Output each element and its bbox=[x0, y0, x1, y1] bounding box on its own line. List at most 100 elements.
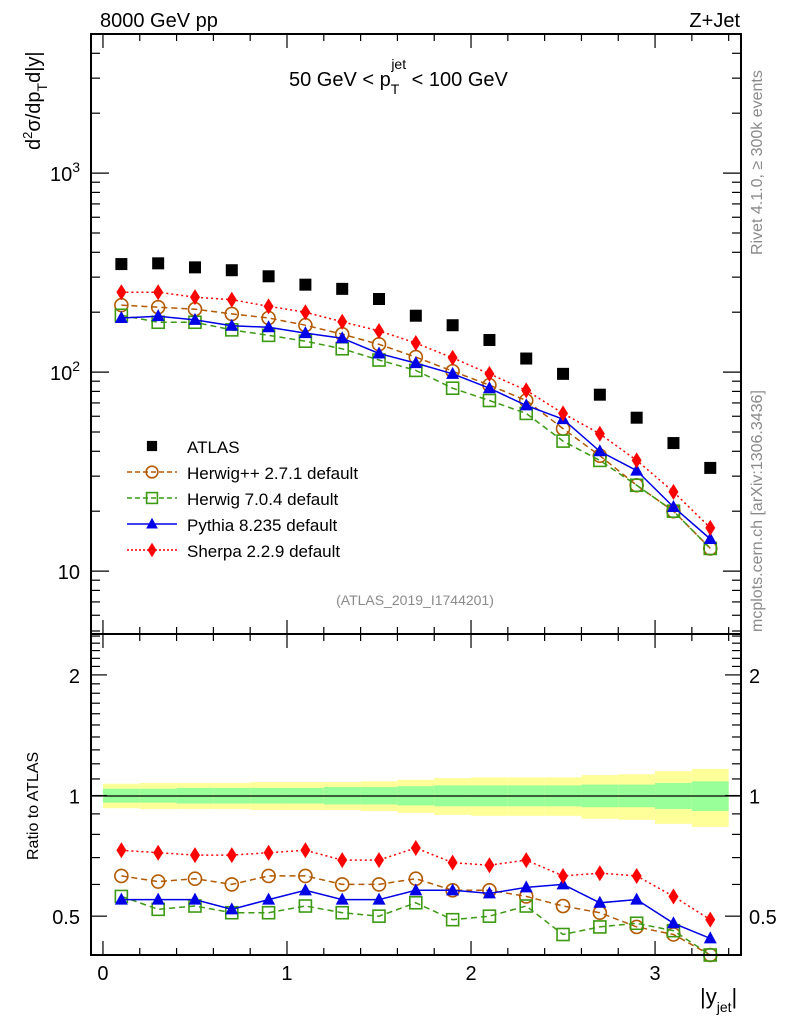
ratio-frame bbox=[90, 633, 742, 956]
legend-marker bbox=[146, 440, 158, 452]
svg-text:d2σ/dpTd|y|: d2σ/dpTd|y| bbox=[20, 51, 50, 150]
ratio-y-tick-label-right: 0.5 bbox=[749, 907, 777, 929]
legend: ATLAS Herwig++ 2.7.1 default Herwig 7.0.4 … bbox=[127, 438, 358, 561]
main-point-sherpa-2-2-9-default bbox=[705, 519, 716, 536]
main-point-atlas bbox=[225, 264, 238, 277]
main-point-atlas bbox=[557, 367, 570, 380]
main-point-sherpa-2-2-9-default bbox=[668, 483, 679, 500]
legend-item: Herwig 7.0.4 default bbox=[127, 490, 338, 509]
ratio-point-pythia-8-235-default bbox=[151, 892, 165, 905]
main-point-sherpa-2-2-9-default bbox=[337, 313, 348, 330]
ratio-point-pythia-8-235-default bbox=[298, 883, 312, 896]
ratio-point-sherpa-2-2-9-default bbox=[668, 888, 679, 905]
main-point-pythia-8-235-default bbox=[298, 326, 312, 339]
title-suffix: < 100 GeV bbox=[406, 69, 508, 91]
ratio-series bbox=[114, 839, 718, 963]
ratio-point-herwig-2-7-1-default bbox=[555, 898, 571, 914]
main-point-atlas bbox=[336, 282, 349, 295]
main-point-sherpa-2-2-9-default bbox=[484, 365, 495, 382]
main-point-pythia-8-235-default bbox=[151, 309, 165, 322]
ratio-point-pythia-8-235-default bbox=[114, 892, 128, 905]
ratio-point-pythia-8-235-default bbox=[188, 892, 202, 905]
ratio-point-sherpa-2-2-9-default bbox=[447, 854, 458, 871]
energy-label: 8000 GeV pp bbox=[100, 10, 218, 32]
rivet-label: Rivet 4.1.0, ≥ 300k events bbox=[749, 70, 766, 255]
ratio-point-pythia-8-235-default bbox=[666, 916, 680, 929]
ratio-line-sherpa-2-2-9-default bbox=[121, 847, 711, 921]
main-title: 50 GeV < pTjet < 100 GeV bbox=[289, 56, 509, 97]
ratio-point-pythia-8-235-default bbox=[593, 895, 607, 908]
x-tick-label: 0 bbox=[97, 963, 108, 985]
x-tick-label: 3 bbox=[649, 963, 660, 985]
x-tick-label: 1 bbox=[281, 963, 292, 985]
ratio-point-sherpa-2-2-9-default bbox=[374, 852, 385, 869]
ratio-point-pythia-8-235-default bbox=[225, 902, 239, 915]
title-prefix: 50 GeV < p bbox=[289, 69, 391, 91]
ratio-point-sherpa-2-2-9-default bbox=[337, 852, 348, 869]
ratio-point-herwig-7-0-4-default bbox=[556, 927, 570, 942]
legend-item: Pythia 8.235 default bbox=[127, 516, 338, 535]
main-point-sherpa-2-2-9-default bbox=[631, 452, 642, 469]
main-point-atlas bbox=[152, 257, 165, 270]
main-y-tick-label: 103 bbox=[50, 159, 80, 186]
ratio-uncertainty-bands bbox=[102, 768, 729, 827]
title-sub: T bbox=[391, 81, 400, 97]
ratio-point-sherpa-2-2-9-default bbox=[410, 839, 421, 856]
main-point-sherpa-2-2-9-default bbox=[447, 349, 458, 366]
ratio-point-sherpa-2-2-9-default bbox=[116, 842, 127, 859]
main-point-pythia-8-235-default bbox=[114, 311, 128, 324]
main-point-herwig-7-0-4-default bbox=[445, 381, 460, 396]
ratio-point-herwig-2-7-1-default bbox=[371, 877, 387, 892]
legend-label: Herwig++ 2.7.1 default bbox=[187, 464, 358, 483]
svg-text:50 GeV < pTjet < 100 GeV: 50 GeV < pTjet < 100 GeV bbox=[289, 56, 509, 97]
ratio-point-herwig-2-7-1-default bbox=[187, 871, 203, 887]
ratio-point-pythia-8-235-default bbox=[519, 880, 533, 893]
main-point-sherpa-2-2-9-default bbox=[594, 425, 605, 442]
main-ylabel: d2σ/dpTd|y| bbox=[20, 51, 50, 150]
legend-item: ATLAS bbox=[146, 438, 240, 457]
main-point-sherpa-2-2-9-default bbox=[116, 284, 127, 301]
legend-item: Herwig++ 2.7.1 default bbox=[127, 464, 358, 483]
ratio-line-herwig-7-0-4-default bbox=[121, 895, 711, 956]
ratio-y-tick-label-left: 2 bbox=[69, 666, 80, 688]
ratio-point-pythia-8-235-default bbox=[446, 883, 460, 896]
main-series bbox=[114, 257, 718, 556]
main-point-atlas bbox=[299, 278, 312, 291]
main-point-sherpa-2-2-9-default bbox=[263, 298, 274, 315]
ratio-point-herwig-7-0-4-default bbox=[482, 909, 497, 923]
ratio-y-tick-label-left: 1 bbox=[69, 787, 80, 809]
tick-labels: 10 102 103 0.5 0.5 1 1 2 2 0 1 2 3 bbox=[50, 159, 777, 985]
ratio-point-herwig-2-7-1-default bbox=[298, 868, 313, 884]
ratio-point-sherpa-2-2-9-default bbox=[226, 847, 237, 864]
ratio-point-sherpa-2-2-9-default bbox=[521, 852, 532, 869]
main-point-sherpa-2-2-9-default bbox=[374, 322, 385, 339]
main-point-atlas bbox=[446, 319, 459, 332]
main-point-pythia-8-235-default bbox=[703, 531, 717, 544]
ratio-point-pythia-8-235-default bbox=[630, 892, 644, 905]
ratio-point-herwig-2-7-1-default bbox=[334, 877, 350, 892]
main-line-herwig-7-0-4-default bbox=[121, 314, 711, 549]
ratio-point-herwig-2-7-1-default bbox=[261, 868, 276, 884]
ratio-point-pythia-8-235-default bbox=[335, 892, 349, 905]
main-point-sherpa-2-2-9-default bbox=[300, 304, 311, 321]
main-point-pythia-8-235-default bbox=[446, 366, 460, 379]
main-point-pythia-8-235-default bbox=[482, 381, 496, 394]
main-point-atlas bbox=[520, 352, 533, 365]
ratio-point-pythia-8-235-default bbox=[409, 883, 423, 896]
ratio-point-herwig-2-7-1-default bbox=[114, 868, 129, 884]
ratio-point-pythia-8-235-default bbox=[482, 886, 496, 899]
ratio-point-herwig-7-0-4-default bbox=[593, 920, 607, 934]
legend-item: Sherpa 2.2.9 default bbox=[127, 542, 340, 561]
main-point-atlas bbox=[593, 388, 606, 401]
ratio-point-herwig-7-0-4-default bbox=[409, 895, 423, 910]
process-label: Z+Jet bbox=[689, 10, 740, 32]
ratio-series-pythia-8-235-default bbox=[114, 877, 717, 944]
ratio-point-herwig-7-0-4-default bbox=[445, 912, 460, 927]
ratio-series-sherpa-2-2-9-default bbox=[116, 839, 716, 928]
main-series-sherpa-2-2-9-default bbox=[116, 284, 716, 536]
ratio-point-herwig-7-0-4-default bbox=[629, 916, 644, 931]
ratio-point-pythia-8-235-default bbox=[262, 892, 276, 905]
ratio-point-sherpa-2-2-9-default bbox=[594, 865, 605, 882]
main-point-pythia-8-235-default bbox=[262, 320, 276, 333]
